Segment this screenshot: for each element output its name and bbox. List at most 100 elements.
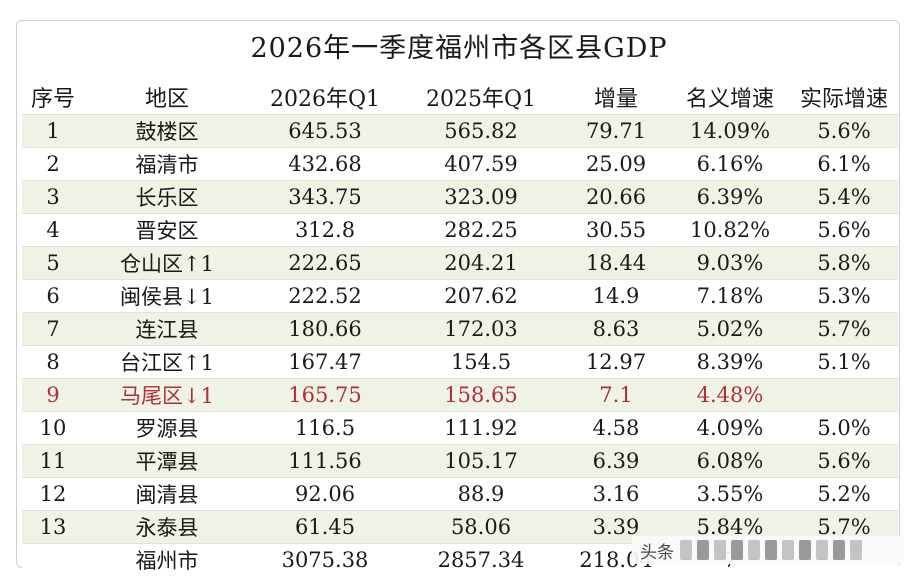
cell-q1-2025: 565.82 (400, 114, 562, 148)
cell-delta: 79.71 (562, 114, 670, 148)
cell-region: 连江县 (84, 312, 250, 346)
cell-delta: 7.1 (562, 378, 670, 412)
cell-no: 5 (22, 246, 84, 280)
cell-q1-2026: 180.66 (250, 312, 400, 346)
header-q1-2026: 2026年Q1 (269, 87, 381, 112)
cell-q1-2025: 111.92 (400, 411, 562, 445)
table-row: 8 台江区↑1 167.47 154.5 12.97 8.39% 5.1% (22, 345, 898, 379)
table-row: 2 福清市 432.68 407.59 25.09 6.16% 6.1% (22, 147, 898, 181)
cell-region: 晋安区 (84, 213, 250, 247)
cell-q1-2025: 88.9 (400, 477, 562, 511)
cell-nominal-growth: 10.82% (670, 213, 790, 247)
cell-no: 13 (22, 510, 84, 544)
table-row: 9 马尾区↓1 165.75 158.65 7.1 4.48% (22, 378, 898, 412)
cell-q1-2026: 343.75 (250, 180, 400, 214)
cell-nominal-growth: 6.08% (670, 444, 790, 478)
cell-real-growth: 5.6% (790, 213, 898, 247)
cell-q1-2026: 116.5 (250, 411, 400, 445)
cell-q1-2026: 222.65 (250, 246, 400, 280)
cell-real-growth: 5.1% (790, 345, 898, 379)
cell-region: 鼓楼区 (84, 114, 250, 148)
cell-delta: 25.09 (562, 147, 670, 181)
header-real-growth: 实际增速 (799, 87, 888, 112)
cell-delta: 4.58 (562, 411, 670, 445)
header-delta: 增量 (593, 87, 638, 112)
cell-no: 6 (22, 279, 84, 313)
cell-q1-2025: 407.59 (400, 147, 562, 181)
cell-q1-2026: 645.53 (250, 114, 400, 148)
cell-delta: 20.66 (562, 180, 670, 214)
cell-nominal-growth: 8.39% (670, 345, 790, 379)
cell-delta: 14.9 (562, 279, 670, 313)
cell-region: 福清市 (84, 147, 250, 181)
cell-q1-2026: 312.8 (250, 213, 400, 247)
watermark-text: 头条 (640, 542, 674, 563)
cell-nominal-growth: 4.48% (670, 378, 790, 412)
cell-no: 11 (22, 444, 84, 478)
cell-real-growth: 5.2% (790, 477, 898, 511)
table-row: 11 平潭县 111.56 105.17 6.39 6.08% 5.6% (22, 444, 898, 478)
cell-no: 2 (22, 147, 84, 181)
cell-nominal-growth: 5.02% (670, 312, 790, 346)
cell-real-growth: 5.8% (790, 246, 898, 280)
cell-no: 1 (22, 114, 84, 148)
cell-q1-2026: 222.52 (250, 279, 400, 313)
gdp-table: 序号 地区 2026年Q1 2025年Q1 增量 名义增速 实际增速 1 鼓楼区 6… (22, 80, 898, 576)
table-title: 2026年一季度福州市各区县GDP (250, 33, 668, 64)
cell-delta: 12.97 (562, 345, 670, 379)
cell-real-growth: 6.1% (790, 147, 898, 181)
watermark-blur (680, 540, 862, 560)
cell-region: 马尾区↓1 (84, 378, 250, 412)
cell-no: 7 (22, 312, 84, 346)
cell-delta: 8.63 (562, 312, 670, 346)
cell-q1-2025: 204.21 (400, 246, 562, 280)
cell-region: 台江区↑1 (84, 345, 250, 379)
cell-no: 12 (22, 477, 84, 511)
table-row: 1 鼓楼区 645.53 565.82 79.71 14.09% 5.6% (22, 114, 898, 148)
total-cell-region: 福州市 (84, 543, 250, 576)
cell-nominal-growth: 9.03% (670, 246, 790, 280)
cell-q1-2026: 61.45 (250, 510, 400, 544)
cell-no: 9 (22, 378, 84, 412)
cell-q1-2026: 92.06 (250, 477, 400, 511)
table-row: 4 晋安区 312.8 282.25 30.55 10.82% 5.6% (22, 213, 898, 247)
cell-real-growth: 5.7% (790, 312, 898, 346)
cell-delta: 6.39 (562, 444, 670, 478)
cell-real-growth: 5.0% (790, 411, 898, 445)
total-cell-q1-2026: 3075.38 (250, 543, 400, 576)
cell-nominal-growth: 6.16% (670, 147, 790, 181)
cell-nominal-growth: 14.09% (670, 114, 790, 148)
table-row: 10 罗源县 116.5 111.92 4.58 4.09% 5.0% (22, 411, 898, 445)
header-q1-2025: 2025年Q1 (425, 87, 537, 112)
cell-q1-2026: 111.56 (250, 444, 400, 478)
cell-nominal-growth: 4.09% (670, 411, 790, 445)
cell-q1-2025: 282.25 (400, 213, 562, 247)
cell-q1-2025: 172.03 (400, 312, 562, 346)
cell-nominal-growth: 6.39% (670, 180, 790, 214)
header-nominal-growth: 名义增速 (685, 87, 774, 112)
cell-no: 4 (22, 213, 84, 247)
cell-no: 3 (22, 180, 84, 214)
header-row: 序号 地区 2026年Q1 2025年Q1 增量 名义增速 实际增速 (22, 80, 898, 115)
cell-delta: 18.44 (562, 246, 670, 280)
cell-nominal-growth: 3.55% (670, 477, 790, 511)
cell-q1-2025: 154.5 (400, 345, 562, 379)
cell-delta: 30.55 (562, 213, 670, 247)
table-row: 5 仓山区↑1 222.65 204.21 18.44 9.03% 5.8% (22, 246, 898, 280)
cell-q1-2026: 165.75 (250, 378, 400, 412)
table-row: 6 闽侯县↓1 222.52 207.62 14.9 7.18% 5.3% (22, 279, 898, 313)
cell-region: 仓山区↑1 (84, 246, 250, 280)
cell-region: 罗源县 (84, 411, 250, 445)
header-no: 序号 (30, 87, 75, 112)
cell-delta: 3.16 (562, 477, 670, 511)
cell-real-growth: 5.6% (790, 444, 898, 478)
cell-real-growth: 5.6% (790, 114, 898, 148)
cell-q1-2025: 207.62 (400, 279, 562, 313)
cell-real-growth: 5.3% (790, 279, 898, 313)
cell-real-growth: 5.4% (790, 180, 898, 214)
total-cell-q1-2025: 2857.34 (400, 543, 562, 576)
cell-region: 长乐区 (84, 180, 250, 214)
cell-no: 8 (22, 345, 84, 379)
cell-q1-2025: 105.17 (400, 444, 562, 478)
